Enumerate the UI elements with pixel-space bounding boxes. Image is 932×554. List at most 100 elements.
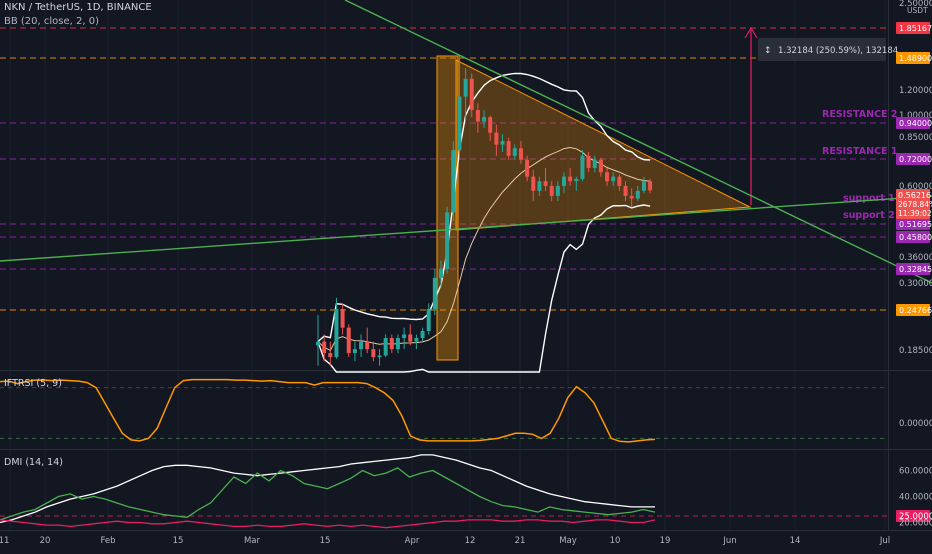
level-badge-bg-3: [896, 153, 930, 165]
time-label-2: Feb: [100, 536, 115, 546]
time-label-5: 15: [320, 536, 331, 546]
drawing-shapes: 1.32184 (250.59%), 132184 ↕: [436, 26, 898, 361]
candle-body-44: [586, 155, 591, 168]
candle-body-48: [611, 176, 616, 182]
candle-body-10: [377, 355, 382, 358]
level-badge-0.94000: 0.94000: [899, 119, 932, 128]
candle-body-32: [512, 148, 517, 156]
candle-body-40: [562, 176, 566, 186]
candle-body-31: [506, 141, 511, 156]
resistance-1-label: RESISTANCE 1: [822, 146, 897, 157]
level-badge-bg-0: [896, 22, 930, 34]
time-label-11: 19: [660, 536, 671, 546]
time-label-7: 12: [465, 536, 476, 546]
candle-body-41: [568, 176, 573, 182]
candle-body-6: [352, 349, 357, 354]
dmi-plus-line: [0, 467, 656, 521]
price-tick-4: 0.60000: [899, 182, 932, 192]
bb-lower-band: [317, 204, 651, 373]
candle-body-18: [426, 309, 431, 332]
candle-body-5: [346, 327, 351, 354]
triangle-pattern: [455, 59, 752, 231]
price-tick-3: 0.85000: [899, 133, 932, 143]
iftrsi-line: [0, 378, 656, 443]
time-label-0: 11: [0, 536, 9, 546]
time-label-13: 14: [790, 536, 801, 546]
candles-group: [316, 55, 653, 366]
level-badge-bg-7: [896, 304, 930, 316]
candle-body-37: [543, 181, 548, 186]
candle-body-53: [641, 181, 646, 191]
price-tick-5: 0.36000: [899, 253, 932, 263]
level-badge-0.72000: 0.72000: [899, 155, 932, 164]
candle-body-25: [469, 78, 474, 110]
level-badge-0.51695: 0.51695: [899, 220, 932, 229]
price-tick-6: 0.30000: [899, 279, 932, 289]
time-label-12: Jun: [722, 536, 736, 546]
level-badge-bg-2: [896, 117, 930, 129]
level-badge-bg-5: [896, 231, 930, 243]
current-price-value: 0.56216: [898, 191, 931, 200]
time-axis: 11 20 Feb 15 Mar 15 Apr 12 21 May 10 19 Jun 14 Jul: [0, 536, 890, 546]
price-tick-1: 1.20000: [899, 86, 932, 96]
candle-body-34: [525, 159, 530, 177]
candle-body-20: [439, 268, 443, 278]
iftrsi-title[interactable]: IFTRSI (5, 9): [4, 378, 62, 389]
time-label-14: Jul: [879, 536, 890, 546]
candle-body-51: [629, 195, 634, 199]
level-badge-0.32845: 0.32845: [899, 265, 932, 274]
current-price-volume: 2678.84%: [898, 200, 932, 209]
currency-label: USDT: [907, 6, 928, 15]
candle-body-27: [482, 117, 487, 122]
candle-body-0: [316, 341, 320, 346]
candle-body-54: [648, 181, 653, 191]
time-label-3: 15: [173, 536, 184, 546]
resistance-2-label: RESISTANCE 2: [822, 109, 897, 120]
measure-label-box: [758, 38, 886, 61]
candle-body-1: [322, 341, 327, 354]
candle-body-9: [371, 349, 376, 358]
measure-icon: ↕: [764, 46, 772, 56]
time-label-1: 20: [40, 536, 51, 546]
price-tick-7: 0.18500: [899, 346, 932, 356]
candle-body-42: [574, 178, 579, 182]
candle-body-23: [457, 96, 462, 151]
support-2-label: support 2: [843, 210, 895, 221]
trend-lines: [0, 0, 932, 284]
candle-body-4: [340, 309, 345, 328]
candle-body-47: [605, 172, 610, 182]
time-label-8: 21: [515, 536, 526, 546]
candle-body-46: [598, 159, 603, 173]
time-label-9: May: [559, 536, 577, 546]
time-label-6: Apr: [405, 536, 420, 546]
candle-body-16: [414, 337, 419, 342]
candle-body-12: [389, 337, 394, 350]
level-badge-1.85167: 1.85167: [899, 24, 932, 33]
ascending-trendline: [0, 195, 932, 262]
candle-body-52: [635, 190, 640, 199]
descending-trendline: [344, 0, 932, 284]
dmi-title[interactable]: DMI (14, 14): [4, 457, 63, 468]
candle-body-15: [408, 334, 413, 342]
candle-body-14: [402, 334, 407, 338]
candle-body-30: [500, 141, 505, 145]
level-badge-0.45800: 0.45800: [899, 233, 932, 242]
support-1-label: support 1: [843, 193, 895, 204]
iftrsi-pane: 0.00000: [0, 378, 932, 443]
bb-indicator-label[interactable]: BB (20, close, 2, 0): [4, 16, 99, 27]
symbol-title[interactable]: NKN / TetherUS, 1D, BINANCE: [4, 2, 152, 13]
candle-body-43: [580, 155, 585, 179]
current-price-bg: [896, 189, 930, 219]
candle-body-21: [445, 212, 450, 269]
candle-body-13: [395, 337, 400, 350]
dmi-adx-line: [0, 454, 655, 524]
candle-body-50: [623, 185, 628, 196]
level-badge-1.48900: 1.48900: [899, 54, 932, 63]
candle-body-33: [518, 148, 523, 160]
dmi-tick-1: 40.0000: [899, 493, 932, 503]
candle-body-8: [365, 341, 370, 350]
candle-body-3: [334, 309, 339, 358]
